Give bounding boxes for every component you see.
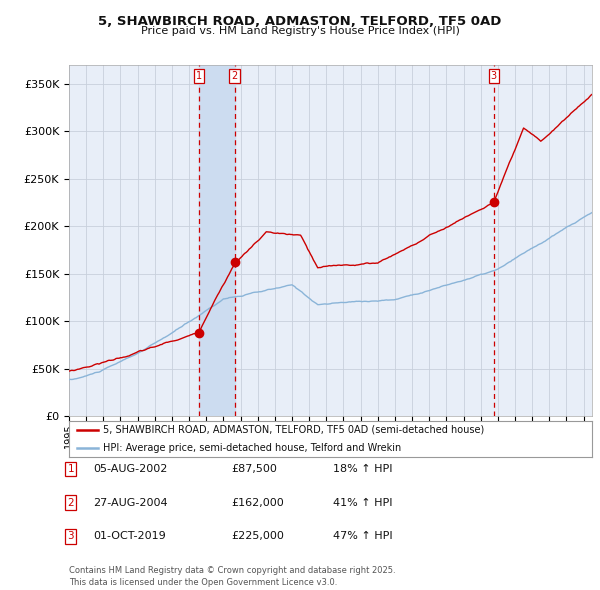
Text: 1: 1 bbox=[196, 71, 202, 81]
Text: 3: 3 bbox=[67, 532, 74, 541]
Text: 2: 2 bbox=[67, 498, 74, 507]
Text: 18% ↑ HPI: 18% ↑ HPI bbox=[333, 464, 392, 474]
Text: 5, SHAWBIRCH ROAD, ADMASTON, TELFORD, TF5 0AD: 5, SHAWBIRCH ROAD, ADMASTON, TELFORD, TF… bbox=[98, 15, 502, 28]
Text: 01-OCT-2019: 01-OCT-2019 bbox=[93, 532, 166, 541]
Text: £225,000: £225,000 bbox=[231, 532, 284, 541]
Bar bbox=[199, 65, 235, 416]
Text: 5, SHAWBIRCH ROAD, ADMASTON, TELFORD, TF5 0AD (semi-detached house): 5, SHAWBIRCH ROAD, ADMASTON, TELFORD, TF… bbox=[103, 425, 484, 435]
Text: 41% ↑ HPI: 41% ↑ HPI bbox=[333, 498, 392, 507]
Text: 3: 3 bbox=[491, 71, 497, 81]
Text: £162,000: £162,000 bbox=[231, 498, 284, 507]
Text: 05-AUG-2002: 05-AUG-2002 bbox=[93, 464, 167, 474]
Text: 47% ↑ HPI: 47% ↑ HPI bbox=[333, 532, 392, 541]
Text: Price paid vs. HM Land Registry's House Price Index (HPI): Price paid vs. HM Land Registry's House … bbox=[140, 26, 460, 36]
Text: £87,500: £87,500 bbox=[231, 464, 277, 474]
Text: Contains HM Land Registry data © Crown copyright and database right 2025.
This d: Contains HM Land Registry data © Crown c… bbox=[69, 566, 395, 587]
Text: 27-AUG-2004: 27-AUG-2004 bbox=[93, 498, 167, 507]
Text: 2: 2 bbox=[232, 71, 238, 81]
Text: 1: 1 bbox=[67, 464, 74, 474]
Text: HPI: Average price, semi-detached house, Telford and Wrekin: HPI: Average price, semi-detached house,… bbox=[103, 443, 401, 453]
